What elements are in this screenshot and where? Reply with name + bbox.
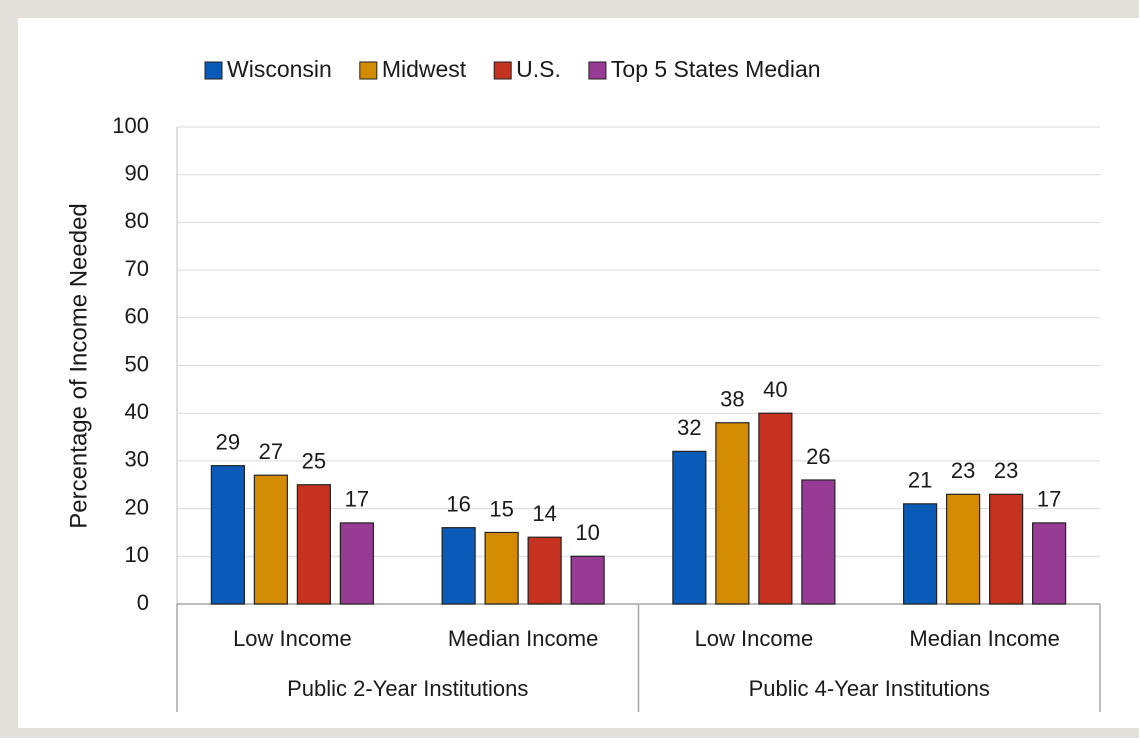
bar xyxy=(1032,522,1067,605)
legend-swatch xyxy=(493,61,512,80)
bar xyxy=(946,493,981,605)
legend-label: Wisconsin xyxy=(227,56,332,82)
bar xyxy=(758,412,793,605)
bar xyxy=(672,450,707,605)
data-label: 38 xyxy=(720,387,744,412)
bar xyxy=(801,479,836,605)
legend-swatch xyxy=(359,61,378,80)
bar xyxy=(253,474,288,605)
y-tick-label: 20 xyxy=(125,494,149,519)
y-tick-label: 10 xyxy=(125,542,149,567)
y-tick-label: 50 xyxy=(125,351,149,376)
x-tick-label: Median Income xyxy=(909,626,1059,651)
data-label: 26 xyxy=(806,444,830,469)
bar xyxy=(527,536,562,605)
y-axis-label: Percentage of Income Needed xyxy=(65,203,92,529)
y-tick-label: 0 xyxy=(137,590,149,615)
bar xyxy=(296,484,331,605)
data-label: 21 xyxy=(908,468,932,493)
y-tick-label: 100 xyxy=(112,113,149,138)
data-label: 23 xyxy=(951,458,975,483)
bar xyxy=(989,493,1024,605)
bar xyxy=(339,522,374,605)
y-tick-label: 40 xyxy=(125,399,149,424)
data-label: 14 xyxy=(532,501,556,526)
bar xyxy=(210,465,245,605)
data-label: 29 xyxy=(216,429,240,454)
y-tick-label: 80 xyxy=(125,208,149,233)
data-label: 16 xyxy=(446,491,470,516)
bar xyxy=(715,422,750,605)
x-tick-label: Low Income xyxy=(233,626,352,651)
data-label: 27 xyxy=(259,439,283,464)
x-tick-label: Low Income xyxy=(695,626,814,651)
y-tick-label: 70 xyxy=(125,256,149,281)
data-label: 17 xyxy=(345,487,369,512)
data-label: 23 xyxy=(994,458,1018,483)
group-label: Public 2-Year Institutions xyxy=(287,676,528,701)
bar xyxy=(570,555,605,605)
x-tick-label: Median Income xyxy=(448,626,598,651)
legend-label: U.S. xyxy=(516,56,561,82)
data-label: 10 xyxy=(575,520,599,545)
data-label: 32 xyxy=(677,415,701,440)
data-label: 15 xyxy=(489,496,513,521)
data-label: 17 xyxy=(1037,487,1061,512)
group-label: Public 4-Year Institutions xyxy=(749,676,990,701)
bar xyxy=(484,531,519,605)
data-label: 40 xyxy=(763,377,787,402)
legend-label: Midwest xyxy=(382,56,467,82)
bar xyxy=(441,527,476,605)
bar xyxy=(903,503,938,605)
legend-swatch xyxy=(204,61,223,80)
data-label: 25 xyxy=(302,449,326,474)
legend-label: Top 5 States Median xyxy=(611,56,821,82)
panel xyxy=(18,18,1139,728)
y-tick-label: 60 xyxy=(125,304,149,329)
legend-swatch xyxy=(588,61,607,80)
y-tick-label: 90 xyxy=(125,161,149,186)
y-tick-label: 30 xyxy=(125,447,149,472)
